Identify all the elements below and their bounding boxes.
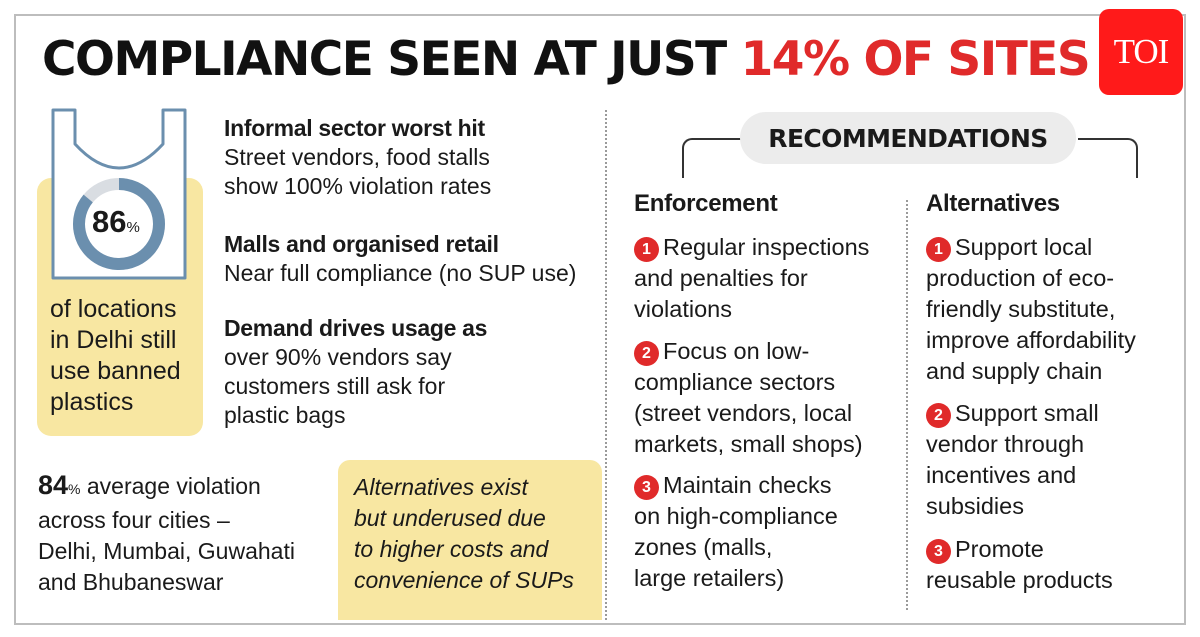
finding-line: Near full compliance (no SUP use) bbox=[224, 260, 577, 286]
finding-line: Street vendors, food stalls bbox=[224, 144, 490, 170]
number-badge: 3 bbox=[634, 475, 659, 500]
average-number: 84 bbox=[38, 470, 69, 500]
item-line: incentives and bbox=[926, 462, 1077, 488]
item-line: Focus on low- bbox=[663, 338, 810, 364]
column-divider bbox=[906, 200, 908, 610]
item-line: large retailers) bbox=[634, 565, 785, 591]
item-line: compliance sectors bbox=[634, 369, 836, 395]
finding-heading: Malls and organised retail bbox=[224, 231, 499, 257]
enforcement-item: 3 Maintain checks on high-compliance zone… bbox=[634, 470, 838, 594]
item-line: subsidies bbox=[926, 493, 1024, 519]
item-line: Regular inspections bbox=[663, 234, 870, 260]
infographic-frame bbox=[14, 14, 1186, 625]
alternatives-item: 3 Promote reusable products bbox=[926, 534, 1113, 596]
alternatives-heading: Alternatives bbox=[926, 190, 1060, 217]
average-line: and Bhubaneswar bbox=[38, 569, 224, 595]
item-line: production of eco- bbox=[926, 265, 1115, 291]
item-line: (street vendors, local bbox=[634, 400, 853, 426]
caption-line: in Delhi still bbox=[50, 326, 177, 354]
item-line: Maintain checks bbox=[663, 472, 832, 498]
caption-line: use banned bbox=[50, 357, 181, 385]
bracket-left bbox=[682, 138, 742, 178]
item-line: improve affordability bbox=[926, 327, 1136, 353]
item-line: vendor through bbox=[926, 431, 1085, 457]
average-violation: 84% average violation across four cities… bbox=[38, 470, 338, 598]
average-line: across four cities – bbox=[38, 507, 230, 533]
finding-informal-sector: Informal sector worst hit Street vendors… bbox=[224, 114, 491, 201]
item-line: reusable products bbox=[926, 567, 1113, 593]
item-line: and supply chain bbox=[926, 358, 1103, 384]
finding-line: show 100% violation rates bbox=[224, 173, 492, 199]
note-line: to higher costs and bbox=[354, 536, 549, 562]
enforcement-item: 2 Focus on low- compliance sectors (stree… bbox=[634, 336, 863, 460]
item-line: Promote bbox=[955, 536, 1044, 562]
enforcement-item: 1 Regular inspections and penalties for v… bbox=[634, 232, 869, 325]
toi-logo: TOI bbox=[1099, 9, 1183, 95]
headline-part-2: 14% OF SITES bbox=[740, 32, 1091, 87]
alternatives-item: 1 Support local production of eco- friend… bbox=[926, 232, 1136, 387]
number-badge: 1 bbox=[926, 237, 951, 262]
average-unit: % bbox=[68, 481, 81, 497]
finding-line: plastic bags bbox=[224, 402, 346, 428]
item-line: friendly substitute, bbox=[926, 296, 1116, 322]
number-badge: 2 bbox=[634, 341, 659, 366]
item-line: Support small bbox=[955, 400, 1099, 426]
alternatives-item: 2 Support small vendor through incentives… bbox=[926, 398, 1099, 522]
finding-line: over 90% vendors say bbox=[224, 344, 452, 370]
finding-heading: Informal sector worst hit bbox=[224, 115, 485, 141]
enforcement-heading: Enforcement bbox=[634, 190, 778, 217]
item-line: markets, small shops) bbox=[634, 431, 863, 457]
caption-line: of locations bbox=[50, 295, 177, 323]
caption-line: plastics bbox=[50, 388, 134, 416]
note-line: convenience of SUPs bbox=[354, 567, 574, 593]
item-line: zones (malls, bbox=[634, 534, 773, 560]
stat-unit: % bbox=[126, 219, 140, 236]
headline: COMPLIANCE SEEN AT JUST 14% OF SITES bbox=[42, 30, 1091, 90]
number-badge: 3 bbox=[926, 539, 951, 564]
stat-value: 86% bbox=[92, 204, 140, 240]
average-text: average violation bbox=[80, 473, 261, 499]
column-divider bbox=[605, 110, 607, 620]
ring-progress bbox=[73, 178, 165, 270]
finding-heading: Demand drives usage as bbox=[224, 315, 488, 341]
stat-number: 86 bbox=[92, 204, 127, 239]
number-badge: 2 bbox=[926, 403, 951, 428]
finding-malls: Malls and organised retail Near full com… bbox=[224, 230, 576, 288]
recommendations-title: RECOMMENDATIONS bbox=[740, 112, 1076, 164]
alternatives-note: Alternatives exist but underused due to … bbox=[338, 460, 602, 620]
finding-demand: Demand drives usage as over 90% vendors … bbox=[224, 314, 487, 430]
plastic-bag-icon bbox=[51, 108, 187, 280]
headline-part-1: COMPLIANCE SEEN AT JUST bbox=[42, 32, 741, 87]
average-line: Delhi, Mumbai, Guwahati bbox=[38, 538, 295, 564]
item-line: Support local bbox=[955, 234, 1093, 260]
item-line: violations bbox=[634, 296, 732, 322]
item-line: on high-compliance bbox=[634, 503, 838, 529]
stat-caption: of locations in Delhi still use banned p… bbox=[50, 294, 200, 418]
number-badge: 1 bbox=[634, 237, 659, 262]
note-line: Alternatives exist bbox=[354, 474, 528, 500]
note-line: but underused due bbox=[354, 505, 546, 531]
bracket-right bbox=[1078, 138, 1138, 178]
item-line: and penalties for bbox=[634, 265, 808, 291]
finding-line: customers still ask for bbox=[224, 373, 446, 399]
